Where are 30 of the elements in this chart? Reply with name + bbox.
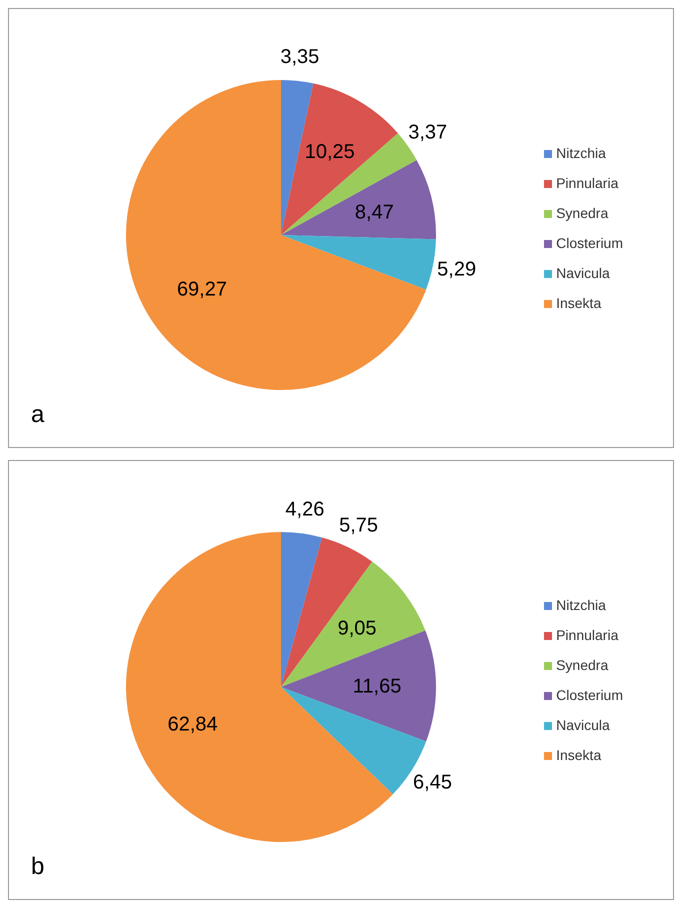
legend-label: Synedra	[556, 205, 608, 221]
legend-label: Pinnularia	[556, 627, 618, 643]
legend-label: Synedra	[556, 657, 608, 673]
data-label: 62,84	[168, 714, 218, 736]
pie-slice	[281, 160, 436, 240]
legend-label: Pinnularia	[556, 175, 618, 191]
data-label: 5,75	[339, 514, 378, 537]
legend-label: Nitzchia	[556, 597, 606, 613]
pie-slice	[281, 235, 436, 290]
legend-label: Navicula	[556, 265, 610, 281]
data-label: 69,27	[176, 278, 228, 301]
data-label: 3,37	[408, 121, 448, 144]
legend-label: Closterium	[556, 687, 623, 703]
data-label: 5,29	[437, 258, 476, 280]
legend-label: Insekta	[556, 747, 602, 763]
text: a	[31, 401, 44, 429]
data-label: 4,26	[285, 498, 324, 521]
data-label: 6,45	[413, 771, 452, 794]
legend-label: Navicula	[556, 717, 610, 733]
legend-label: Nitzchia	[556, 145, 606, 161]
pie-slice	[281, 532, 322, 687]
data-label: 3,35	[280, 46, 320, 68]
data-label: 8,47	[354, 201, 394, 224]
text: b	[31, 853, 44, 881]
data-label: 11,65	[352, 675, 402, 698]
legend-label: Insekta	[556, 295, 602, 311]
pie-slice	[281, 83, 398, 235]
data-label: 10,25	[304, 141, 355, 164]
data-label: 9,05	[338, 617, 377, 640]
legend-label: Closterium	[556, 235, 623, 251]
